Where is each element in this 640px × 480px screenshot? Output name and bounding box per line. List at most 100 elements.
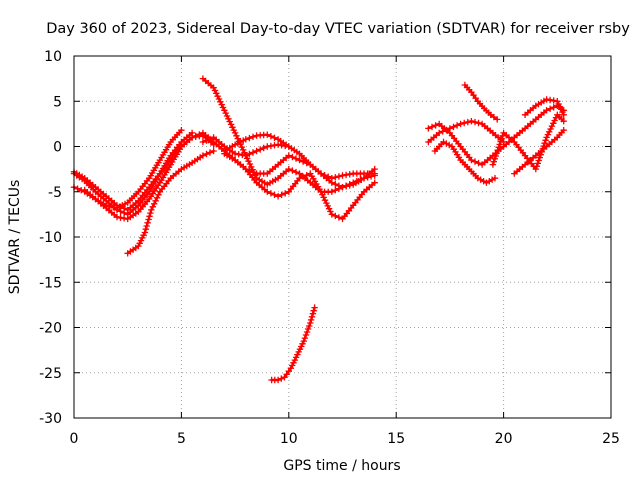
series-line bbox=[463, 83, 499, 121]
data-point bbox=[546, 105, 554, 112]
data-point bbox=[264, 131, 271, 138]
data-point bbox=[196, 131, 203, 138]
data-point bbox=[311, 304, 318, 311]
data-point bbox=[296, 156, 303, 164]
data-point bbox=[299, 173, 307, 180]
data-point bbox=[498, 135, 505, 142]
data-point bbox=[285, 143, 292, 150]
data-point bbox=[551, 117, 558, 124]
data-point bbox=[339, 184, 346, 191]
data-point bbox=[274, 193, 282, 200]
data-point bbox=[309, 310, 317, 317]
data-point bbox=[317, 188, 325, 195]
data-point bbox=[546, 128, 553, 135]
data-point bbox=[328, 179, 335, 186]
data-point bbox=[371, 179, 378, 186]
series-track-k bbox=[268, 304, 318, 384]
data-point bbox=[491, 175, 499, 182]
data-point bbox=[534, 160, 541, 167]
data-point bbox=[494, 116, 501, 123]
data-point bbox=[230, 126, 237, 134]
data-point bbox=[324, 202, 331, 210]
data-point bbox=[550, 120, 557, 127]
data-point bbox=[223, 112, 231, 120]
y-tick-label: -10 bbox=[39, 230, 62, 246]
data-point bbox=[296, 175, 303, 182]
data-point bbox=[471, 118, 479, 126]
data-point bbox=[332, 181, 339, 188]
y-tick-label: 0 bbox=[53, 140, 62, 156]
data-point bbox=[149, 203, 156, 210]
data-point bbox=[320, 194, 327, 201]
data-point bbox=[548, 122, 556, 130]
y-tick-label: 5 bbox=[53, 94, 62, 110]
data-point bbox=[550, 97, 557, 104]
series-track-e bbox=[124, 147, 217, 257]
data-point bbox=[249, 149, 257, 156]
data-point bbox=[495, 144, 502, 151]
data-point bbox=[307, 316, 315, 324]
axis-ticks: 0 5 10 15 20 25 10 5 0 -5 -10 -15 -20 -25 -30 bbox=[39, 49, 620, 447]
data-point bbox=[246, 134, 253, 142]
data-point bbox=[289, 167, 296, 174]
y-tick-label: -15 bbox=[39, 275, 62, 291]
data-point bbox=[199, 138, 207, 146]
data-point bbox=[239, 151, 246, 159]
data-point bbox=[135, 242, 142, 250]
data-point bbox=[215, 95, 223, 103]
x-tick-label: 10 bbox=[280, 431, 298, 447]
series-line bbox=[270, 306, 316, 382]
data-point bbox=[74, 185, 81, 192]
data-point bbox=[299, 158, 307, 165]
data-point bbox=[178, 127, 185, 134]
data-point bbox=[371, 172, 378, 179]
data-point bbox=[282, 190, 289, 197]
data-point bbox=[468, 118, 475, 125]
data-point bbox=[328, 211, 335, 218]
data-point bbox=[271, 191, 278, 198]
series-track-p bbox=[489, 111, 567, 173]
data-point bbox=[492, 152, 499, 160]
data-point bbox=[303, 328, 311, 336]
data-point bbox=[342, 183, 350, 190]
data-point bbox=[219, 104, 227, 111]
data-point bbox=[543, 134, 550, 141]
data-point bbox=[210, 84, 217, 91]
data-point bbox=[231, 129, 239, 137]
data-point bbox=[490, 113, 498, 121]
data-point bbox=[229, 124, 236, 131]
data-point bbox=[301, 334, 309, 342]
data-point bbox=[541, 140, 548, 147]
series-track-o bbox=[461, 81, 501, 123]
data-point bbox=[141, 229, 149, 236]
data-point bbox=[332, 212, 339, 220]
data-point bbox=[142, 226, 149, 233]
data-point bbox=[292, 354, 300, 361]
data-point bbox=[278, 375, 285, 382]
data-point bbox=[211, 87, 219, 94]
data-point bbox=[306, 322, 313, 330]
data-point bbox=[146, 213, 153, 220]
series-track-d bbox=[81, 143, 185, 223]
data-point bbox=[436, 129, 443, 137]
data-point bbox=[260, 144, 267, 152]
data-point bbox=[439, 128, 446, 135]
data-point bbox=[249, 133, 257, 140]
data-point bbox=[332, 187, 339, 194]
data-point bbox=[292, 155, 300, 162]
data-point bbox=[533, 163, 540, 170]
data-point bbox=[242, 152, 249, 159]
data-point bbox=[471, 158, 479, 165]
data-point bbox=[206, 149, 214, 156]
y-axis-label: SDTVAR / TECUs bbox=[7, 180, 23, 295]
data-point bbox=[188, 134, 196, 141]
data-point bbox=[257, 146, 264, 153]
data-point bbox=[218, 101, 225, 108]
data-point bbox=[346, 171, 353, 178]
data-point bbox=[325, 205, 333, 212]
data-point bbox=[450, 123, 457, 131]
x-tick-label: 20 bbox=[495, 431, 513, 447]
data-point bbox=[246, 150, 253, 158]
data-point bbox=[323, 199, 330, 207]
data-point bbox=[425, 125, 432, 132]
